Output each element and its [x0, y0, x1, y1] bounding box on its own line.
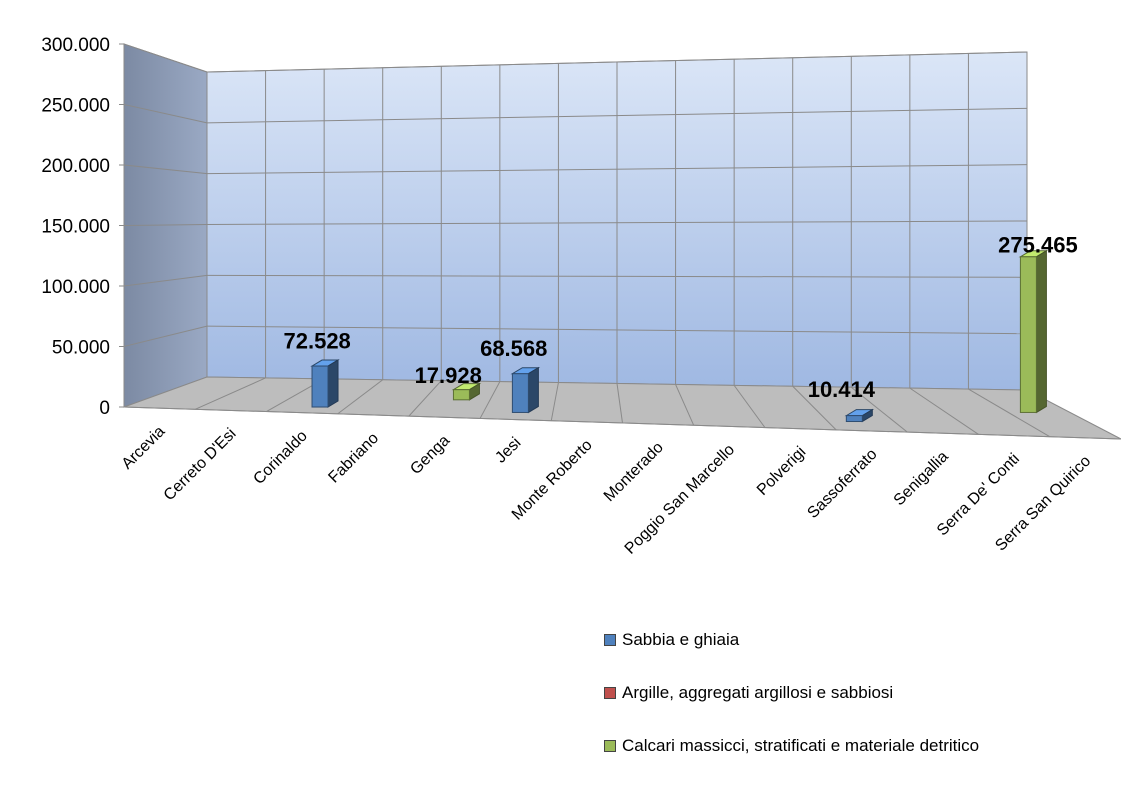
- y-tick-label: 300.000: [41, 35, 110, 56]
- legend-label-sabbia: Sabbia e ghiaia: [622, 630, 740, 649]
- bar-side-face: [1035, 249, 1047, 414]
- x-tick-label-arcevia: Arcevia: [119, 423, 169, 473]
- gridline-side: [123, 104, 208, 124]
- legend-swatch-calcari: [604, 740, 616, 752]
- x-tick-label-polverigi: Polverigi: [754, 444, 809, 499]
- x-tick-label-cerreto-d-esi: Cerreto D'Esi: [161, 425, 240, 504]
- x-tick-label-fabriano: Fabriano: [325, 430, 382, 487]
- floor-divider: [733, 385, 766, 428]
- y-tick-label: 150.000: [41, 217, 110, 238]
- chart-walls: [123, 43, 1121, 440]
- y-axis: 0 50.000 100.000 150.000 200.000 250.000 300.0…: [41, 35, 125, 419]
- x-tick-label-sassoferrato: Sassoferrato: [804, 446, 880, 522]
- bar-corinaldo-sabbia-e-ghiaia: [310, 359, 340, 408]
- legend-label-calcari: Calcari massicci, stratificati e materia…: [622, 736, 980, 755]
- x-tick-label-monte-roberto: Monte Roberto: [509, 437, 596, 524]
- floor-divider: [195, 377, 266, 410]
- floor-lines: [195, 377, 1051, 438]
- legend-item-sabbia: Sabbia e ghiaia: [604, 630, 979, 650]
- bar-side-face: [527, 366, 539, 414]
- floor-divider: [550, 382, 559, 421]
- y-tick-label: 0: [99, 398, 110, 419]
- legend-item-calcari: Calcari massicci, stratificati e materia…: [604, 736, 979, 756]
- x-tick-label-corinaldo: Corinaldo: [250, 427, 311, 488]
- floor-divider: [337, 379, 384, 415]
- gridline-side: [123, 274, 208, 287]
- floor-divider: [909, 387, 979, 435]
- floor-divider: [408, 380, 442, 417]
- data-label-sassoferrato: 10.414: [808, 377, 876, 402]
- floor-divider: [675, 384, 695, 426]
- y-tick-label: 200.000: [41, 156, 110, 177]
- legend-item-argille: Argille, aggregati argillosi e sabbiosi: [604, 683, 979, 703]
- data-label-jesi: 68.568: [480, 336, 547, 361]
- bar-front-face: [452, 389, 470, 401]
- gridline-side: [123, 325, 208, 347]
- legend-label-argille: Argille, aggregati argillosi e sabbiosi: [622, 683, 894, 702]
- bar-sassoferrato-sabbia-e-ghiaia: [844, 408, 875, 423]
- data-label-serra-san-quirico: 275.465: [998, 232, 1078, 257]
- floor-divider: [968, 388, 1051, 438]
- bar-genga-calcari-massicci-stratificati-e-materiale-detritico: [451, 382, 482, 401]
- gridline-side: [123, 43, 208, 73]
- y-tick-label: 250.000: [41, 96, 110, 117]
- floor-divider: [616, 383, 623, 424]
- y-tick-label: 100.000: [41, 277, 110, 298]
- data-label-genga: 17.928: [415, 363, 482, 388]
- floor-divider: [479, 381, 501, 419]
- bar-serra-san-quirico-calcari-massicci-stratificati-e-materiale-detritico: [1018, 249, 1049, 414]
- gridlines: [123, 43, 1028, 390]
- floor-divider: [792, 385, 837, 431]
- chart-canvas: 0 50.000 100.000 150.000 200.000 250.000 300.0…: [41, 35, 1121, 558]
- bar-jesi-sabbia-e-ghiaia: [510, 366, 541, 414]
- x-tick-label-jesi: Jesi: [492, 434, 524, 466]
- bar-side-face: [327, 359, 339, 408]
- data-label-corinaldo: 72.528: [284, 329, 351, 354]
- bar-front-face: [311, 365, 329, 408]
- bar-front-face: [845, 415, 863, 423]
- legend-swatch-argille: [604, 687, 616, 699]
- bar-front-face: [511, 373, 529, 413]
- gridline-side: [123, 224, 208, 226]
- bars: [310, 249, 1049, 423]
- x-axis-line: [123, 406, 1121, 440]
- y-tick-label: 50.000: [52, 338, 110, 359]
- floor-divider: [850, 386, 908, 433]
- x-tick-label-genga: Genga: [407, 432, 453, 478]
- x-tick-label-monterado: Monterado: [601, 439, 667, 505]
- legend: Sabbia e ghiaia Argille, aggregati argil…: [604, 630, 979, 789]
- x-tick-label-senigallia: Senigallia: [891, 448, 952, 509]
- bar-front-face: [1019, 256, 1037, 413]
- legend-swatch-sabbia: [604, 634, 616, 646]
- gridline-side: [123, 164, 208, 175]
